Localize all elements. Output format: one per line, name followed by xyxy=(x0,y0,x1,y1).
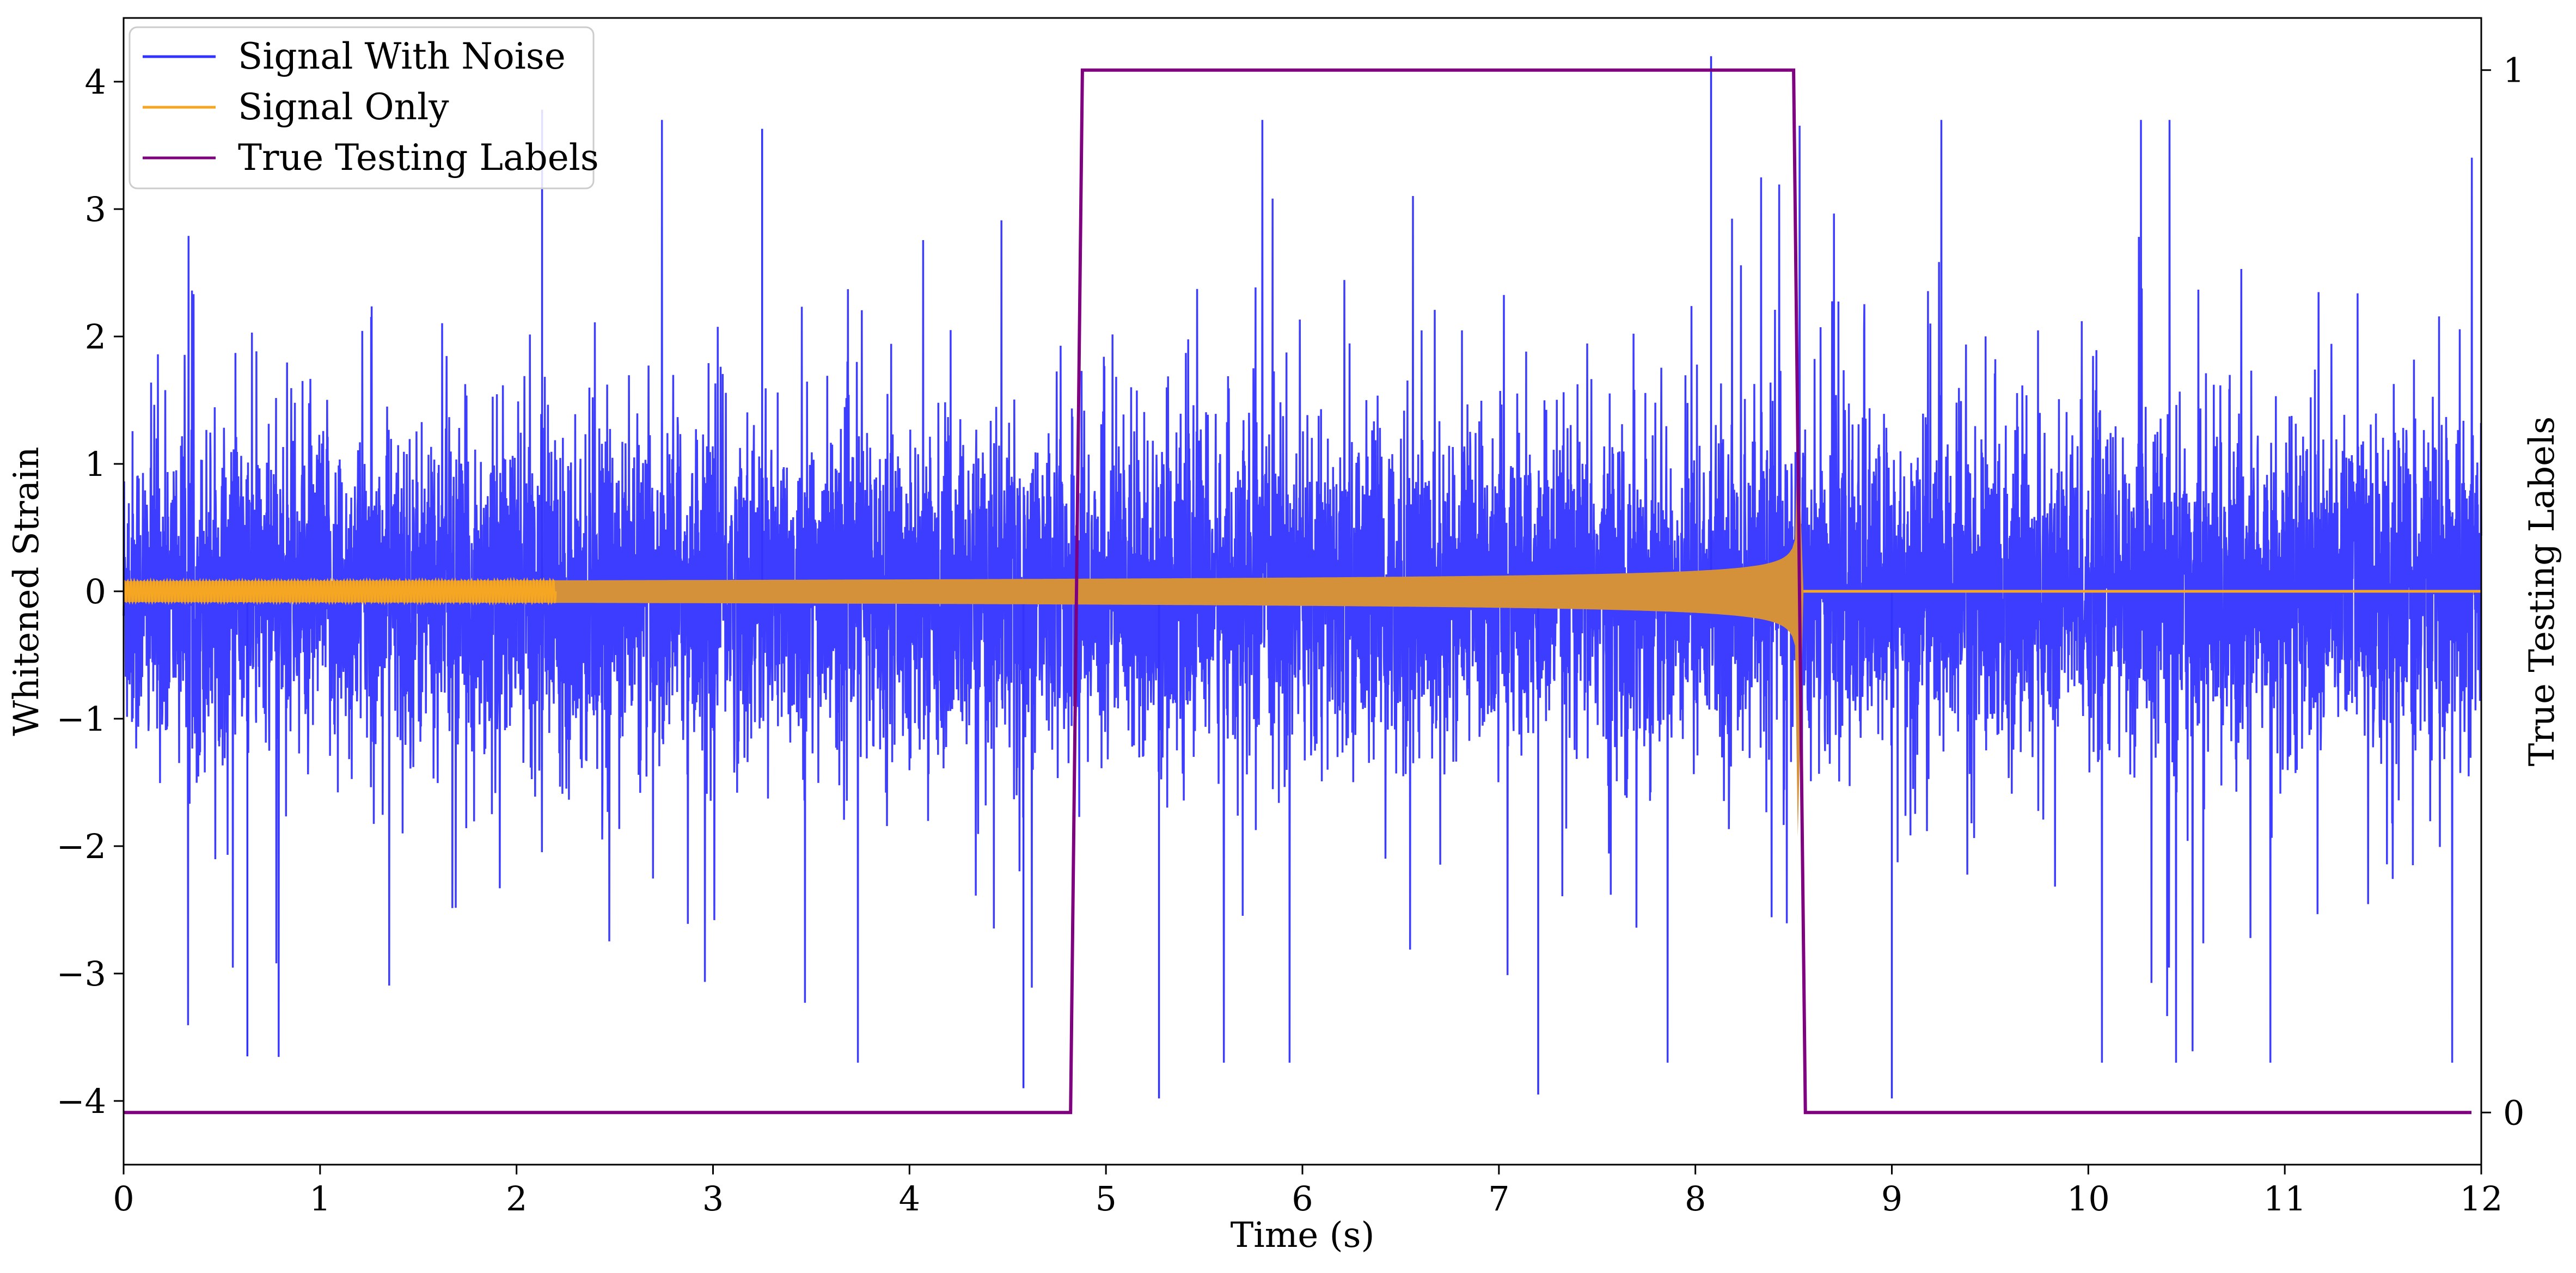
x-tick-label: 11 xyxy=(2263,1179,2306,1219)
x-tick-label: 0 xyxy=(113,1179,134,1219)
y-tick-label: −4 xyxy=(57,1081,106,1121)
x-axis-label: Time (s) xyxy=(1231,1215,1375,1256)
legend-label-signal-with-noise: Signal With Noise xyxy=(238,35,566,77)
x-tick-label: 5 xyxy=(1095,1179,1116,1219)
y2-tick-label: 1 xyxy=(2503,51,2524,90)
legend-label-true-testing-labels: True Testing Labels xyxy=(238,137,599,179)
x-axis-ticks: 0 1 2 3 4 5 6 7 8 9 10 11 12 xyxy=(113,1165,2502,1219)
legend-box xyxy=(129,26,595,189)
x-tick-label: 7 xyxy=(1488,1179,1509,1219)
y-tick-label: 3 xyxy=(85,189,106,229)
x-tick-label: 10 xyxy=(2067,1179,2110,1219)
legend: Signal With Noise Signal Only True Testi… xyxy=(129,26,599,189)
y-axis-label: Whitened Strain xyxy=(7,446,47,736)
true-testing-labels-line xyxy=(124,68,2471,1115)
x-tick-label: 1 xyxy=(309,1179,331,1219)
signal-only-oscillation xyxy=(123,577,557,606)
y-axis-ticks: −4 −3 −2 −1 0 1 2 3 4 xyxy=(57,62,124,1121)
y2-tick-label: 0 xyxy=(2503,1093,2524,1133)
true-testing-labels-trace xyxy=(124,68,2471,1115)
y-tick-label: 4 xyxy=(85,62,106,102)
y-tick-label: 2 xyxy=(85,317,106,357)
y2-axis-ticks: 01 xyxy=(2481,51,2524,1133)
y-tick-label: −1 xyxy=(57,699,106,739)
x-tick-label: 12 xyxy=(2460,1179,2503,1219)
legend-label-signal-only: Signal Only xyxy=(238,86,449,128)
x-tick-label: 6 xyxy=(1292,1179,1313,1219)
x-tick-label: 3 xyxy=(702,1179,724,1219)
x-tick-label: 4 xyxy=(899,1179,920,1219)
y-tick-label: 0 xyxy=(85,572,106,611)
y-tick-label: 1 xyxy=(85,444,106,484)
y-tick-label: −2 xyxy=(57,827,106,866)
y-tick-label: −3 xyxy=(57,954,106,994)
x-tick-label: 8 xyxy=(1685,1179,1706,1219)
x-tick-label: 9 xyxy=(1881,1179,1902,1219)
x-tick-label: 2 xyxy=(506,1179,527,1219)
y2-axis-label: True Testing Labels xyxy=(2522,417,2562,767)
signal-only-line xyxy=(123,427,2481,837)
